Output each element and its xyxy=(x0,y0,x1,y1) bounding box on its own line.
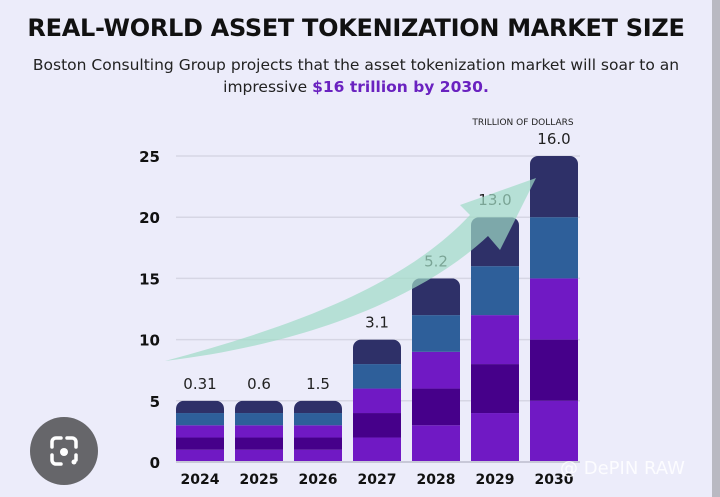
bar-segment xyxy=(294,449,342,462)
bar-segment xyxy=(294,425,342,438)
bar-2026 xyxy=(294,400,342,462)
bar-segment xyxy=(176,449,224,462)
bar-segment xyxy=(471,315,519,365)
bar-segment xyxy=(176,425,224,438)
data-label: 0.31 xyxy=(183,375,216,393)
x-tick-label: 2026 xyxy=(299,472,338,488)
bar-2029 xyxy=(471,217,519,462)
x-tick-label: 2024 xyxy=(181,472,220,488)
bar-segment xyxy=(412,351,460,389)
bar-segment xyxy=(294,437,342,450)
bar-2024 xyxy=(176,400,224,462)
unit-label: TRILLION OF DOLLARS xyxy=(471,118,574,128)
subtitle-highlight: $16 trillion by 2030. xyxy=(312,78,489,96)
bar-segment xyxy=(530,278,578,340)
y-tick-label: 20 xyxy=(139,209,160,227)
x-tick-label: 2030 xyxy=(535,472,574,488)
bar-2030 xyxy=(530,156,578,462)
x-tick-label: 2025 xyxy=(240,472,279,488)
watermark: @ DePIN RAW xyxy=(560,458,685,479)
data-label: 0.6 xyxy=(247,375,271,393)
bar-segment xyxy=(353,437,401,462)
data-label: 1.5 xyxy=(306,375,330,393)
x-tick-label: 2027 xyxy=(358,472,397,488)
bar-segment xyxy=(235,425,283,438)
bar-segment xyxy=(412,388,460,426)
google-lens-button[interactable] xyxy=(30,417,98,485)
subtitle-text: Boston Consulting Group projects that th… xyxy=(32,56,680,96)
bar-segment xyxy=(471,413,519,462)
bar-segment xyxy=(471,266,519,316)
data-label: 3.1 xyxy=(365,314,389,332)
bar-2028 xyxy=(412,278,460,462)
chart-title: REAL-WORLD ASSET TOKENIZATION MARKET SIZ… xyxy=(27,14,685,42)
trend-arrow xyxy=(165,178,536,361)
bar-2027 xyxy=(353,339,401,462)
bar-segment xyxy=(530,156,578,218)
y-tick-label: 25 xyxy=(139,148,160,166)
data-label: 16.0 xyxy=(537,130,570,148)
bar-segment xyxy=(530,339,578,401)
bar-segment xyxy=(235,400,283,414)
bar-segment xyxy=(235,437,283,450)
bar-segment xyxy=(294,413,342,426)
bar-segment xyxy=(353,339,401,365)
y-tick-label: 5 xyxy=(150,393,160,411)
bar-segment xyxy=(294,400,342,414)
x-tick-label: 2028 xyxy=(417,472,456,488)
bar-2025 xyxy=(235,400,283,462)
bar-segment xyxy=(235,413,283,426)
bar-segment xyxy=(235,449,283,462)
bar-segment xyxy=(412,315,460,352)
bar-segment xyxy=(530,400,578,462)
bar-segment xyxy=(176,437,224,450)
scrollbar-edge xyxy=(712,0,720,497)
x-tick-label: 2029 xyxy=(476,472,515,488)
bar-segment xyxy=(353,413,401,438)
google-lens-icon xyxy=(50,436,78,466)
y-tick-label: 0 xyxy=(150,454,160,472)
y-tick-label: 10 xyxy=(139,332,160,350)
bar-segment xyxy=(471,364,519,414)
bar-segment xyxy=(353,364,401,389)
bar-segment xyxy=(176,400,224,414)
bar-segment xyxy=(412,425,460,462)
bar-segment xyxy=(353,388,401,414)
y-tick-label: 15 xyxy=(139,270,160,288)
bar-segment xyxy=(176,413,224,426)
chart-subtitle: Boston Consulting Group projects that th… xyxy=(0,54,712,98)
bar-segment xyxy=(530,217,578,279)
